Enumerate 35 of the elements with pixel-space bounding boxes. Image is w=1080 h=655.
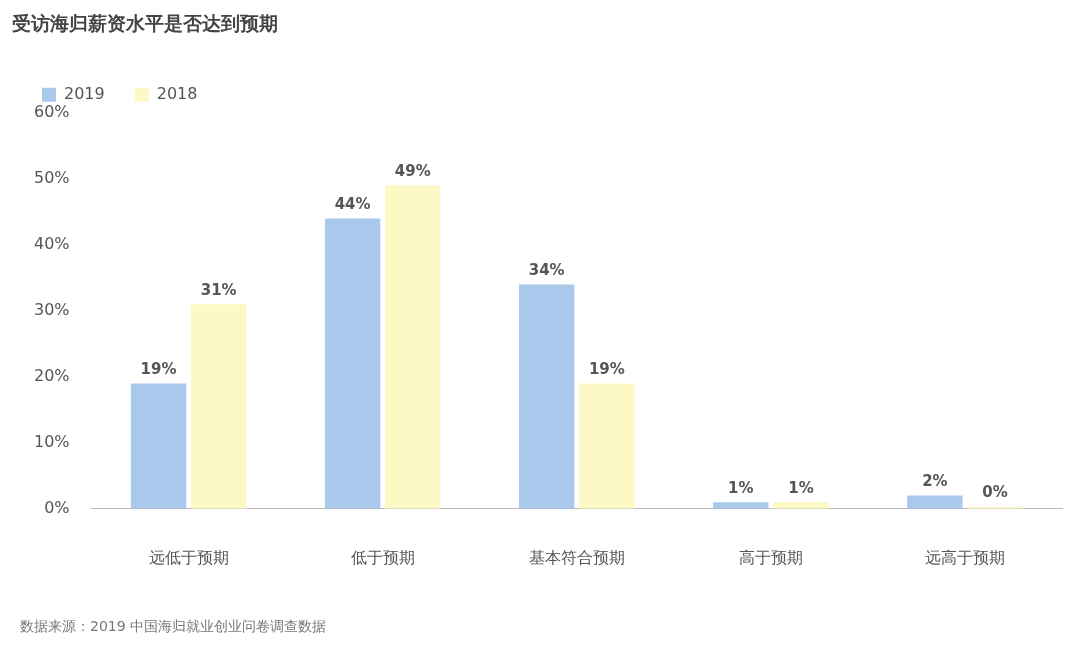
x-tick-label: 远高于预期	[924, 547, 1005, 567]
y-tick-label: 10%	[34, 431, 70, 451]
data-label: 19%	[140, 359, 177, 378]
data-label: 1%	[728, 478, 754, 497]
bar	[191, 304, 247, 509]
data-label: 31%	[200, 280, 237, 299]
chart-title: 受访海归薪资水平是否达到预期	[12, 12, 278, 35]
bar	[579, 383, 635, 509]
data-label: 1%	[788, 478, 814, 497]
y-tick-label: 20%	[34, 365, 70, 385]
data-label: 2%	[922, 471, 948, 490]
data-label: 0%	[982, 483, 1008, 502]
y-tick-label: 60%	[34, 101, 70, 121]
bar	[324, 218, 381, 509]
legend-label: 2018	[156, 83, 198, 103]
bar	[130, 383, 187, 509]
data-label: 34%	[528, 260, 565, 279]
x-tick-label: 高于预期	[738, 547, 803, 567]
y-tick-label: 30%	[34, 299, 70, 319]
legend-label: 2019	[64, 83, 105, 103]
x-tick-label: 远低于预期	[148, 547, 229, 567]
bar	[385, 185, 441, 509]
data-label: 19%	[588, 359, 625, 378]
bar	[713, 502, 769, 509]
y-tick-label: 0%	[44, 497, 70, 517]
bar	[519, 284, 575, 509]
y-tick-label: 40%	[34, 233, 70, 253]
data-label: 49%	[394, 161, 431, 180]
source-note: 数据来源：2019 中国海归就业创业问卷调查数据	[20, 618, 328, 636]
bar	[773, 502, 829, 509]
y-tick-label: 50%	[34, 167, 70, 187]
bar	[907, 495, 963, 509]
x-tick-label: 基本符合预期	[528, 547, 625, 567]
data-label: 44%	[334, 194, 371, 213]
x-tick-label: 低于预期	[350, 547, 415, 567]
